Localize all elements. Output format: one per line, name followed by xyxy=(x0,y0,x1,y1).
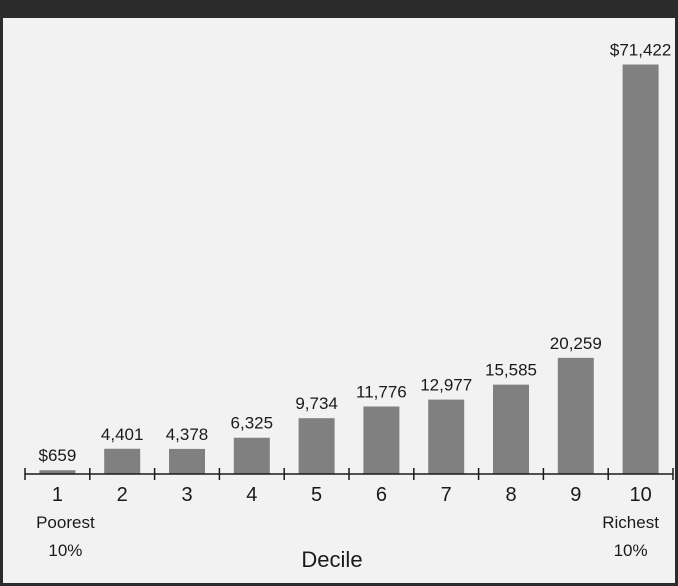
bar-decile-8 xyxy=(493,384,529,474)
value-label-decile-8: 15,585 xyxy=(485,361,537,380)
value-labels-group: $659 4,401 4,378 6,325 9,734 11,776 12,977 15,5… xyxy=(38,41,671,466)
tick-labels-group: 1 2 3 4 5 6 7 8 9 10 xyxy=(52,484,652,506)
bar-decile-5 xyxy=(298,418,335,474)
bar-decile-7 xyxy=(428,399,465,474)
bar-decile-2 xyxy=(104,448,141,474)
tick-label-decile-4: 4 xyxy=(246,484,257,506)
bar-decile-6 xyxy=(363,406,400,474)
bar-decile-10 xyxy=(622,64,659,475)
poorest-label-line1: Poorest xyxy=(36,513,95,532)
value-label-decile-7: 12,977 xyxy=(420,376,472,395)
value-label-decile-1: $659 xyxy=(38,446,76,465)
value-label-decile-9: 20,259 xyxy=(550,334,602,353)
poorest-label-line2: 10% xyxy=(48,541,82,560)
value-label-decile-5: 9,734 xyxy=(295,394,338,413)
tick-label-decile-10: 10 xyxy=(629,484,651,506)
tick-label-decile-9: 9 xyxy=(570,484,581,506)
tick-label-decile-1: 1 xyxy=(52,484,63,506)
bar-chart: $659 4,401 4,378 6,325 9,734 11,776 12,977 15,5… xyxy=(24,41,674,572)
tick-label-decile-3: 3 xyxy=(181,484,192,506)
value-label-decile-2: 4,401 xyxy=(101,425,144,444)
bar-decile-1 xyxy=(39,470,76,474)
tick-label-decile-5: 5 xyxy=(311,484,322,506)
tick-label-decile-8: 8 xyxy=(505,484,516,506)
tick-label-decile-7: 7 xyxy=(441,484,452,506)
x-axis-title: Decile xyxy=(301,547,362,572)
richest-label-line2: 10% xyxy=(614,541,648,560)
bar-decile-9 xyxy=(557,357,594,474)
value-label-decile-10: $71,422 xyxy=(610,41,671,60)
value-label-decile-6: 11,776 xyxy=(356,382,407,401)
ticks-group xyxy=(24,468,674,480)
title-bar xyxy=(3,0,675,18)
value-label-decile-4: 6,325 xyxy=(231,414,274,433)
tick-label-decile-6: 6 xyxy=(376,484,387,506)
value-label-decile-3: 4,378 xyxy=(166,425,209,444)
bars-group xyxy=(39,64,659,475)
bar-decile-4 xyxy=(233,437,270,474)
tick-label-decile-2: 2 xyxy=(117,484,128,506)
bar-decile-3 xyxy=(169,448,205,474)
richest-label-line1: Richest xyxy=(602,513,659,532)
